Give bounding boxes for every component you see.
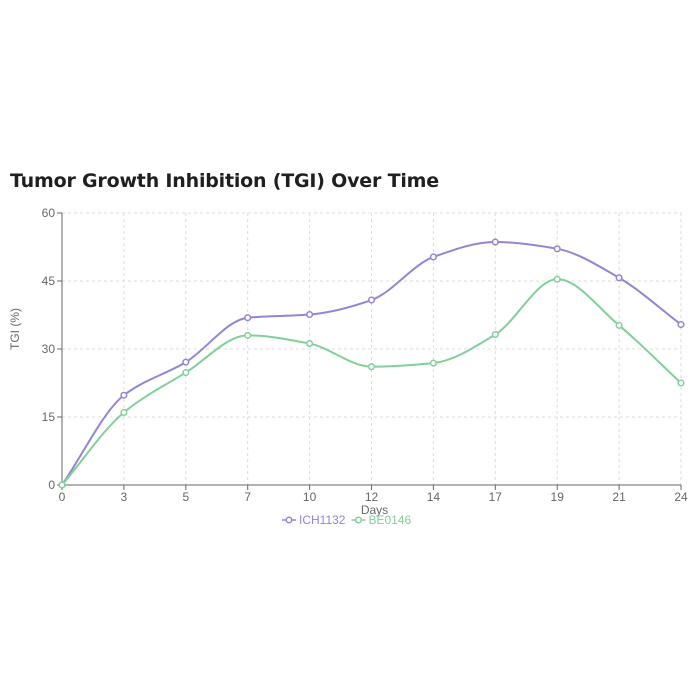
- x-tick-label: 19: [551, 490, 565, 504]
- x-tick-label: 0: [59, 490, 66, 504]
- y-tick-label: 45: [42, 274, 56, 288]
- data-point[interactable]: [491, 330, 499, 339]
- axis-layer: 0 15 30 45 60 0 3 5 7 10 12 14 17 19 21 24 Days TGI (%): [8, 206, 688, 517]
- data-point[interactable]: [615, 274, 623, 282]
- x-tick-label: 3: [121, 490, 128, 504]
- data-point[interactable]: [58, 481, 66, 489]
- data-point[interactable]: [553, 275, 561, 283]
- legend[interactable]: ICH1132 BE0146: [282, 513, 412, 527]
- data-point[interactable]: [120, 391, 128, 399]
- y-tick-label: 15: [42, 410, 56, 424]
- legend-marker-icon: [285, 516, 293, 524]
- legend-label: ICH1132: [299, 513, 346, 527]
- data-point[interactable]: [553, 245, 561, 253]
- series-be0146: [58, 275, 685, 489]
- x-tick-label: 5: [182, 490, 189, 504]
- x-tick-label: 17: [489, 490, 503, 504]
- data-point[interactable]: [367, 296, 376, 304]
- y-tick-label: 60: [42, 206, 56, 220]
- data-point[interactable]: [367, 363, 376, 371]
- legend-marker-icon: [354, 516, 363, 524]
- data-point[interactable]: [182, 369, 190, 377]
- x-tick-label: 7: [244, 490, 251, 504]
- y-tick-label: 0: [48, 478, 55, 492]
- x-tick-label: 21: [612, 490, 626, 504]
- y-tick-label: 30: [42, 342, 56, 356]
- chart-title: Tumor Growth Inhibition (TGI) Over Time: [10, 170, 439, 192]
- data-point[interactable]: [244, 314, 252, 322]
- legend-label: BE0146: [368, 513, 411, 527]
- data-point[interactable]: [306, 340, 314, 348]
- data-point[interactable]: [429, 359, 437, 367]
- data-point[interactable]: [306, 310, 314, 319]
- x-tick-label: 10: [303, 490, 317, 504]
- legend-item-ich1132[interactable]: ICH1132: [282, 513, 346, 527]
- x-tick-label: 14: [427, 490, 441, 504]
- data-point[interactable]: [677, 320, 685, 329]
- x-tick-label: 12: [365, 490, 379, 504]
- data-point[interactable]: [429, 253, 437, 261]
- series-layer: [58, 238, 685, 489]
- legend-item-be0146[interactable]: BE0146: [351, 513, 412, 527]
- grid-layer: [62, 212, 682, 485]
- data-point[interactable]: [677, 379, 685, 387]
- x-tick-label: 24: [674, 490, 688, 504]
- data-point[interactable]: [615, 321, 623, 329]
- data-point[interactable]: [244, 331, 252, 339]
- x-axis-label: Days: [361, 503, 388, 517]
- data-point[interactable]: [182, 358, 190, 366]
- y-axis-label: TGI (%): [8, 308, 22, 350]
- data-point[interactable]: [120, 408, 128, 417]
- data-point[interactable]: [491, 238, 499, 246]
